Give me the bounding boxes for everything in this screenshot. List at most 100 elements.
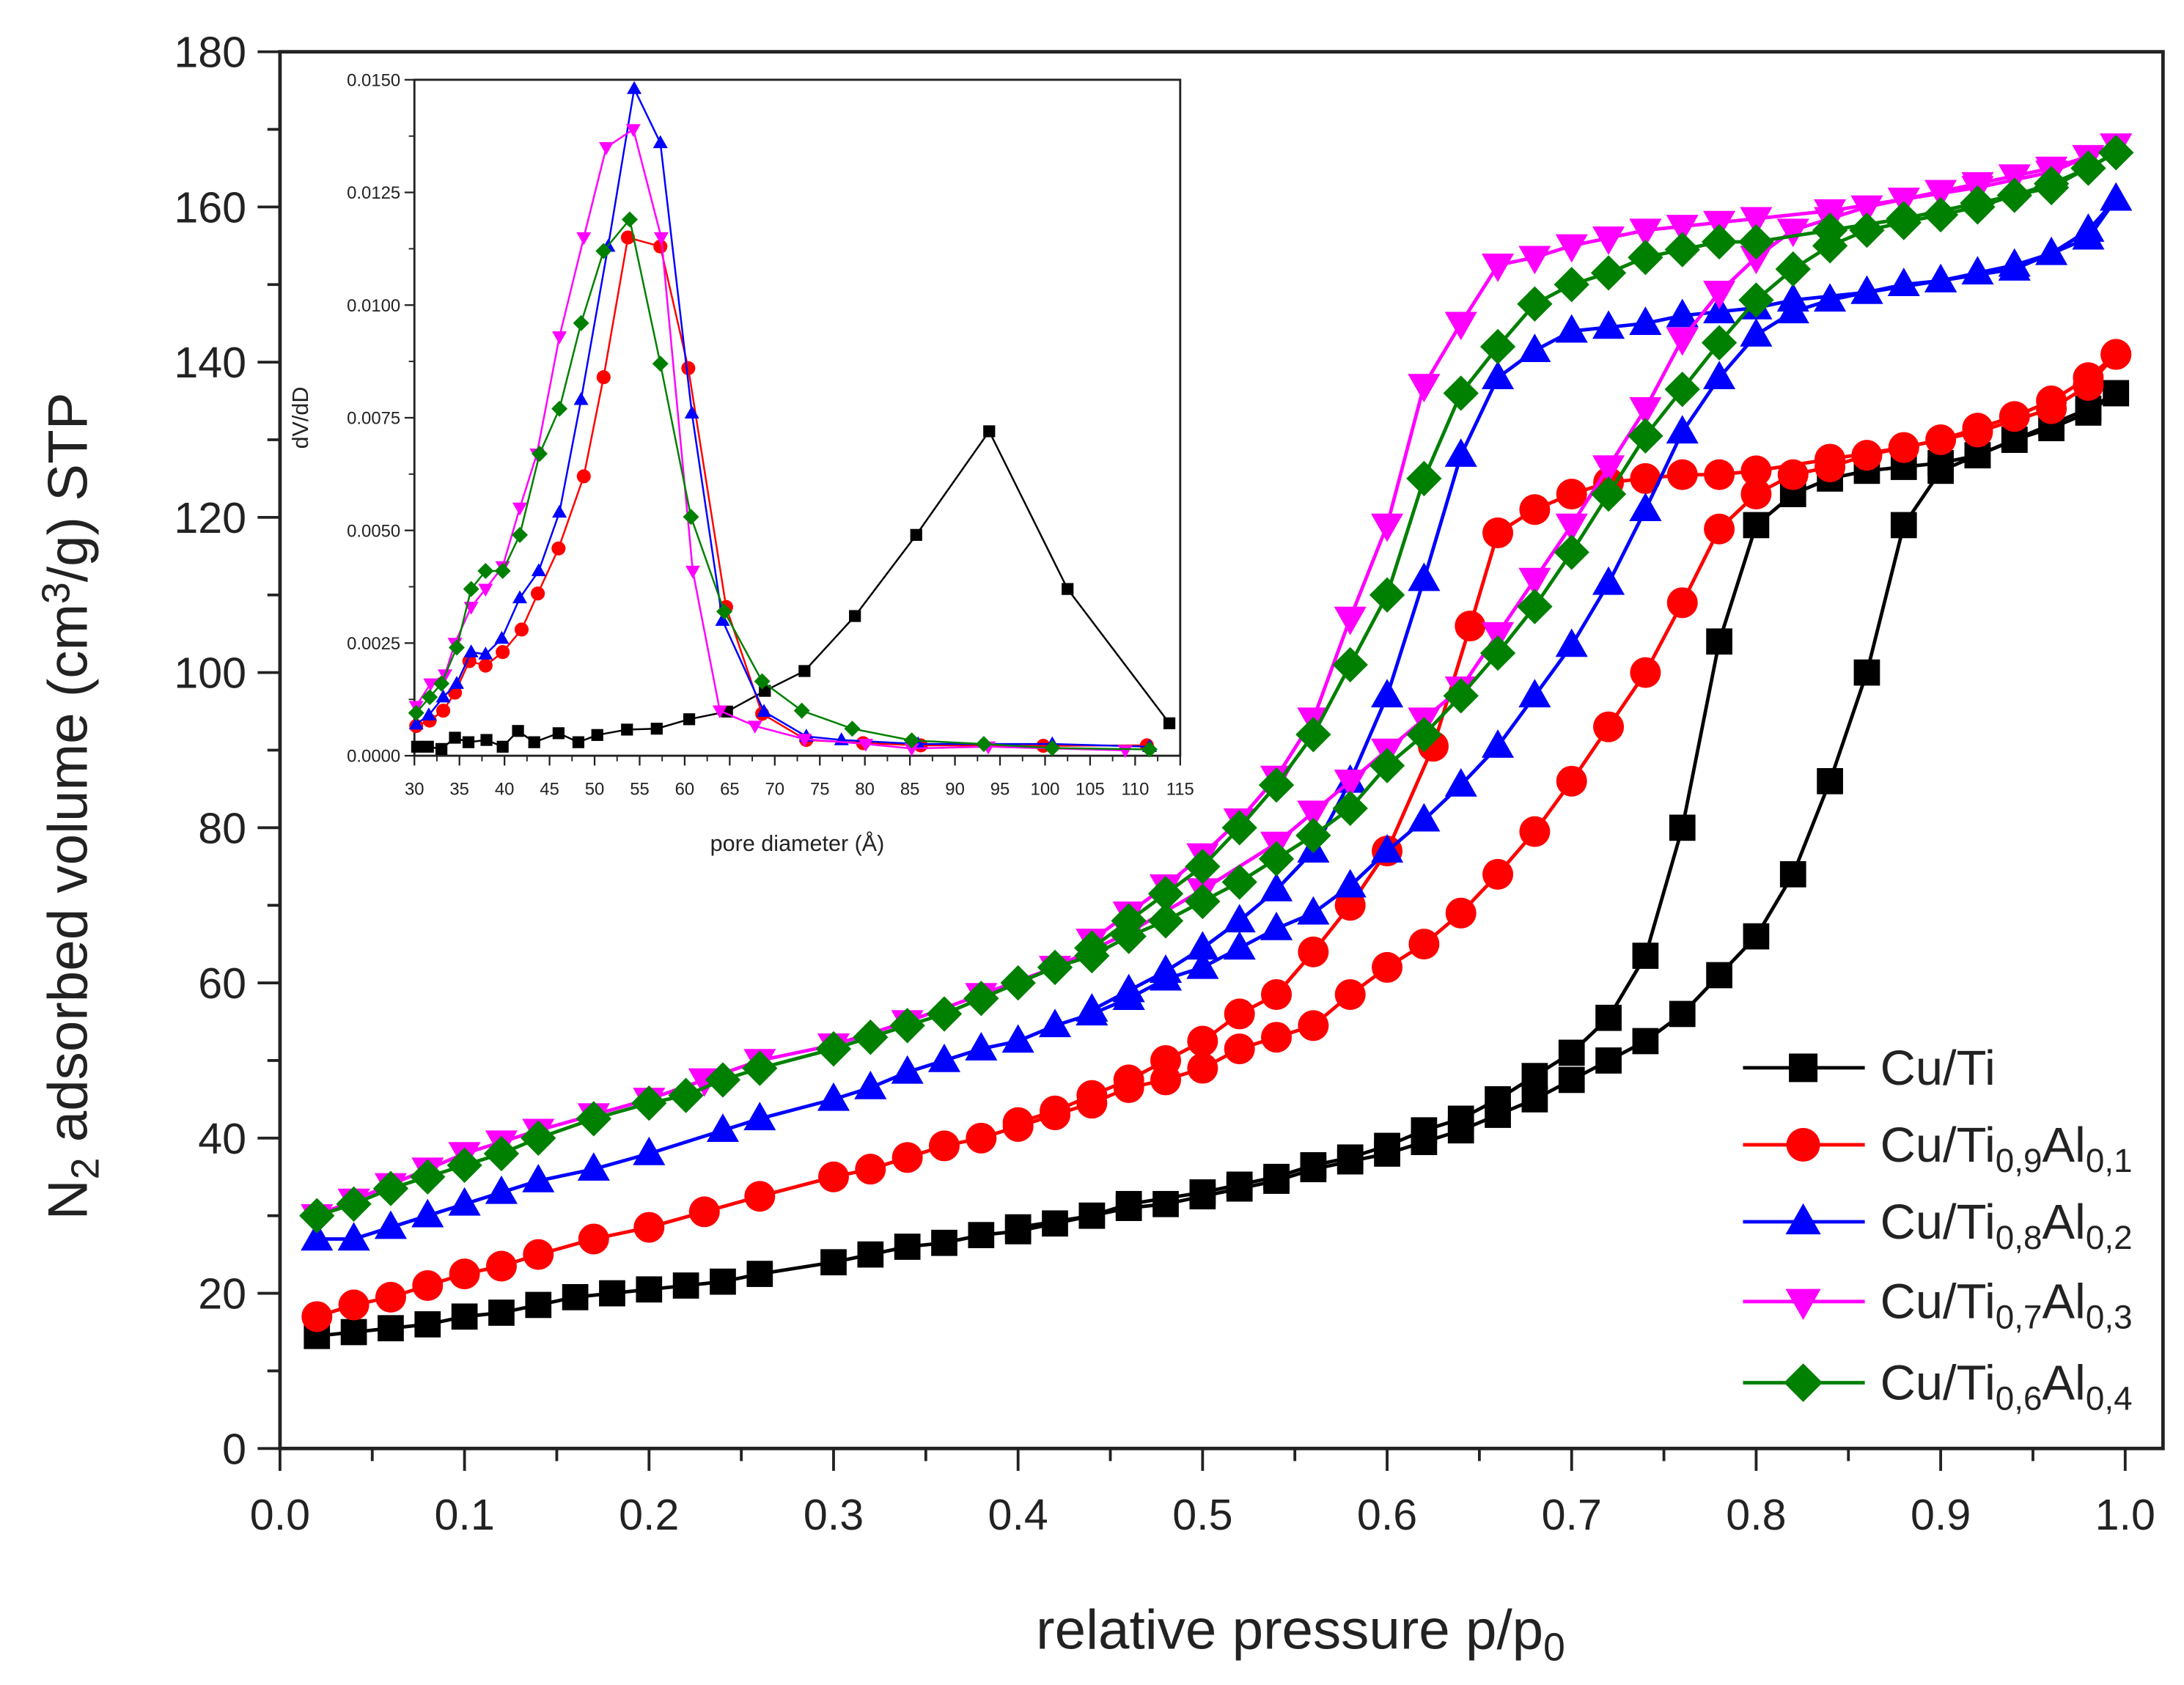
desorption-point [1554, 267, 1589, 303]
adsorption-point [1777, 459, 1809, 490]
adsorption-point [525, 1291, 552, 1319]
adsorption-point [1740, 479, 1772, 510]
inset-point [552, 727, 565, 740]
x-tick-label: 1.0 [2095, 1490, 2155, 1539]
adsorption-point [1369, 748, 1405, 783]
y-axis-label: N2 adsorbed volume (cm3/g) STP [35, 392, 108, 1220]
adsorption-point [1115, 1195, 1142, 1221]
y-tick-label: 140 [174, 338, 246, 387]
text-part: Al [2042, 1356, 2085, 1410]
y-tick-label: 100 [174, 649, 246, 698]
adsorption-point [1334, 978, 1366, 1010]
adsorption-point [2075, 399, 2102, 426]
adsorption-point [1555, 628, 1588, 657]
inset-point [903, 732, 920, 749]
adsorption-point [1372, 951, 1403, 983]
adsorption-point [1221, 864, 1257, 900]
inset-point [531, 563, 546, 577]
adsorption-point [1890, 512, 1917, 539]
adsorption-point [1374, 1140, 1400, 1167]
adsorption-point [1152, 1190, 1179, 1217]
adsorption-point [338, 1289, 369, 1321]
y-tick-label: 60 [198, 959, 246, 1008]
inset-point [757, 704, 772, 718]
inset-point [494, 630, 510, 644]
adsorption-point [1370, 834, 1404, 863]
adsorption-point [488, 1299, 515, 1326]
x-tick-label: 0.0 [250, 1490, 310, 1539]
inset-point [1044, 740, 1061, 756]
x-tick-label: 0.9 [1911, 1490, 1971, 1539]
inset-point [653, 232, 669, 246]
inset-point [478, 646, 493, 660]
desorption-point [1369, 577, 1405, 613]
desorption-point [1221, 810, 1257, 846]
inset-point [598, 141, 614, 155]
adsorption-point [1556, 765, 1587, 797]
adsorption-point [1300, 1156, 1327, 1183]
inset-x-tick-label: 50 [585, 780, 605, 800]
inset-point [422, 689, 438, 706]
x-axis-label: relative pressure p/p0 [1036, 1599, 1565, 1669]
inset-point [684, 405, 699, 419]
adsorption-point [378, 1315, 404, 1342]
adsorption-point [2072, 213, 2105, 242]
inset-point [572, 736, 585, 748]
desorption-point [1334, 890, 1366, 921]
desorption-point [1669, 814, 1696, 841]
adsorption-point [411, 1198, 444, 1228]
adsorption-point [965, 1031, 998, 1061]
inset-point [685, 565, 700, 579]
inset-x-tick-label: 30 [405, 780, 424, 800]
adsorption-point [1517, 589, 1553, 624]
adsorption-point [931, 1229, 957, 1256]
desorption-point [1740, 455, 1772, 487]
inset-point [975, 736, 992, 753]
adsorption-point [1887, 268, 1920, 297]
desorption-point [1147, 876, 1184, 912]
inset-x-tick-label: 75 [810, 780, 830, 800]
adsorption-point [483, 1135, 520, 1172]
adsorption-point [1593, 711, 1625, 742]
adsorption-point [340, 1319, 367, 1346]
adsorption-point [1334, 770, 1367, 798]
adsorption-point [1408, 803, 1441, 832]
subscript: 0,8 [1996, 1219, 2043, 1256]
adsorption-point [1628, 418, 1663, 454]
adsorption-point [1485, 1102, 1511, 1128]
desorption-point [1334, 606, 1367, 635]
inset-point [596, 370, 611, 385]
adsorption-point [1849, 212, 1885, 248]
adsorption-point [1592, 566, 1625, 595]
adsorption-point [1996, 177, 2032, 213]
adsorption-point [1740, 317, 1773, 347]
inset-x-axis-label: pore diameter (Å) [710, 830, 885, 856]
inset-point [514, 622, 529, 637]
adsorption-point [1406, 717, 1442, 753]
adsorption-point [1812, 228, 1848, 264]
desorption-point [1666, 298, 1699, 328]
subscript: 2 [64, 1157, 107, 1179]
desorption-point [1590, 255, 1627, 291]
adsorption-point [1850, 275, 1883, 304]
text-part: relative pressure p/p [1036, 1599, 1543, 1661]
adsorption-point [1224, 1033, 1255, 1065]
desorption-point [1704, 459, 1735, 490]
adsorption-point [414, 1311, 441, 1338]
inset-point [435, 742, 448, 756]
inset-point [512, 590, 528, 604]
adsorption-point [1038, 1009, 1072, 1038]
inset-point [512, 725, 524, 737]
desorption-point [1743, 512, 1770, 539]
inset-point [478, 583, 493, 597]
desorption-point [1408, 562, 1441, 591]
desorption-point [1666, 459, 1698, 490]
adsorption-point [1298, 1010, 1329, 1041]
adsorption-point [1111, 918, 1147, 954]
inset-point [797, 734, 812, 747]
legend-marker [1784, 1363, 1823, 1402]
desorption-point [1517, 286, 1553, 322]
adsorption-point [1149, 962, 1183, 991]
adsorption-point [631, 1085, 667, 1121]
